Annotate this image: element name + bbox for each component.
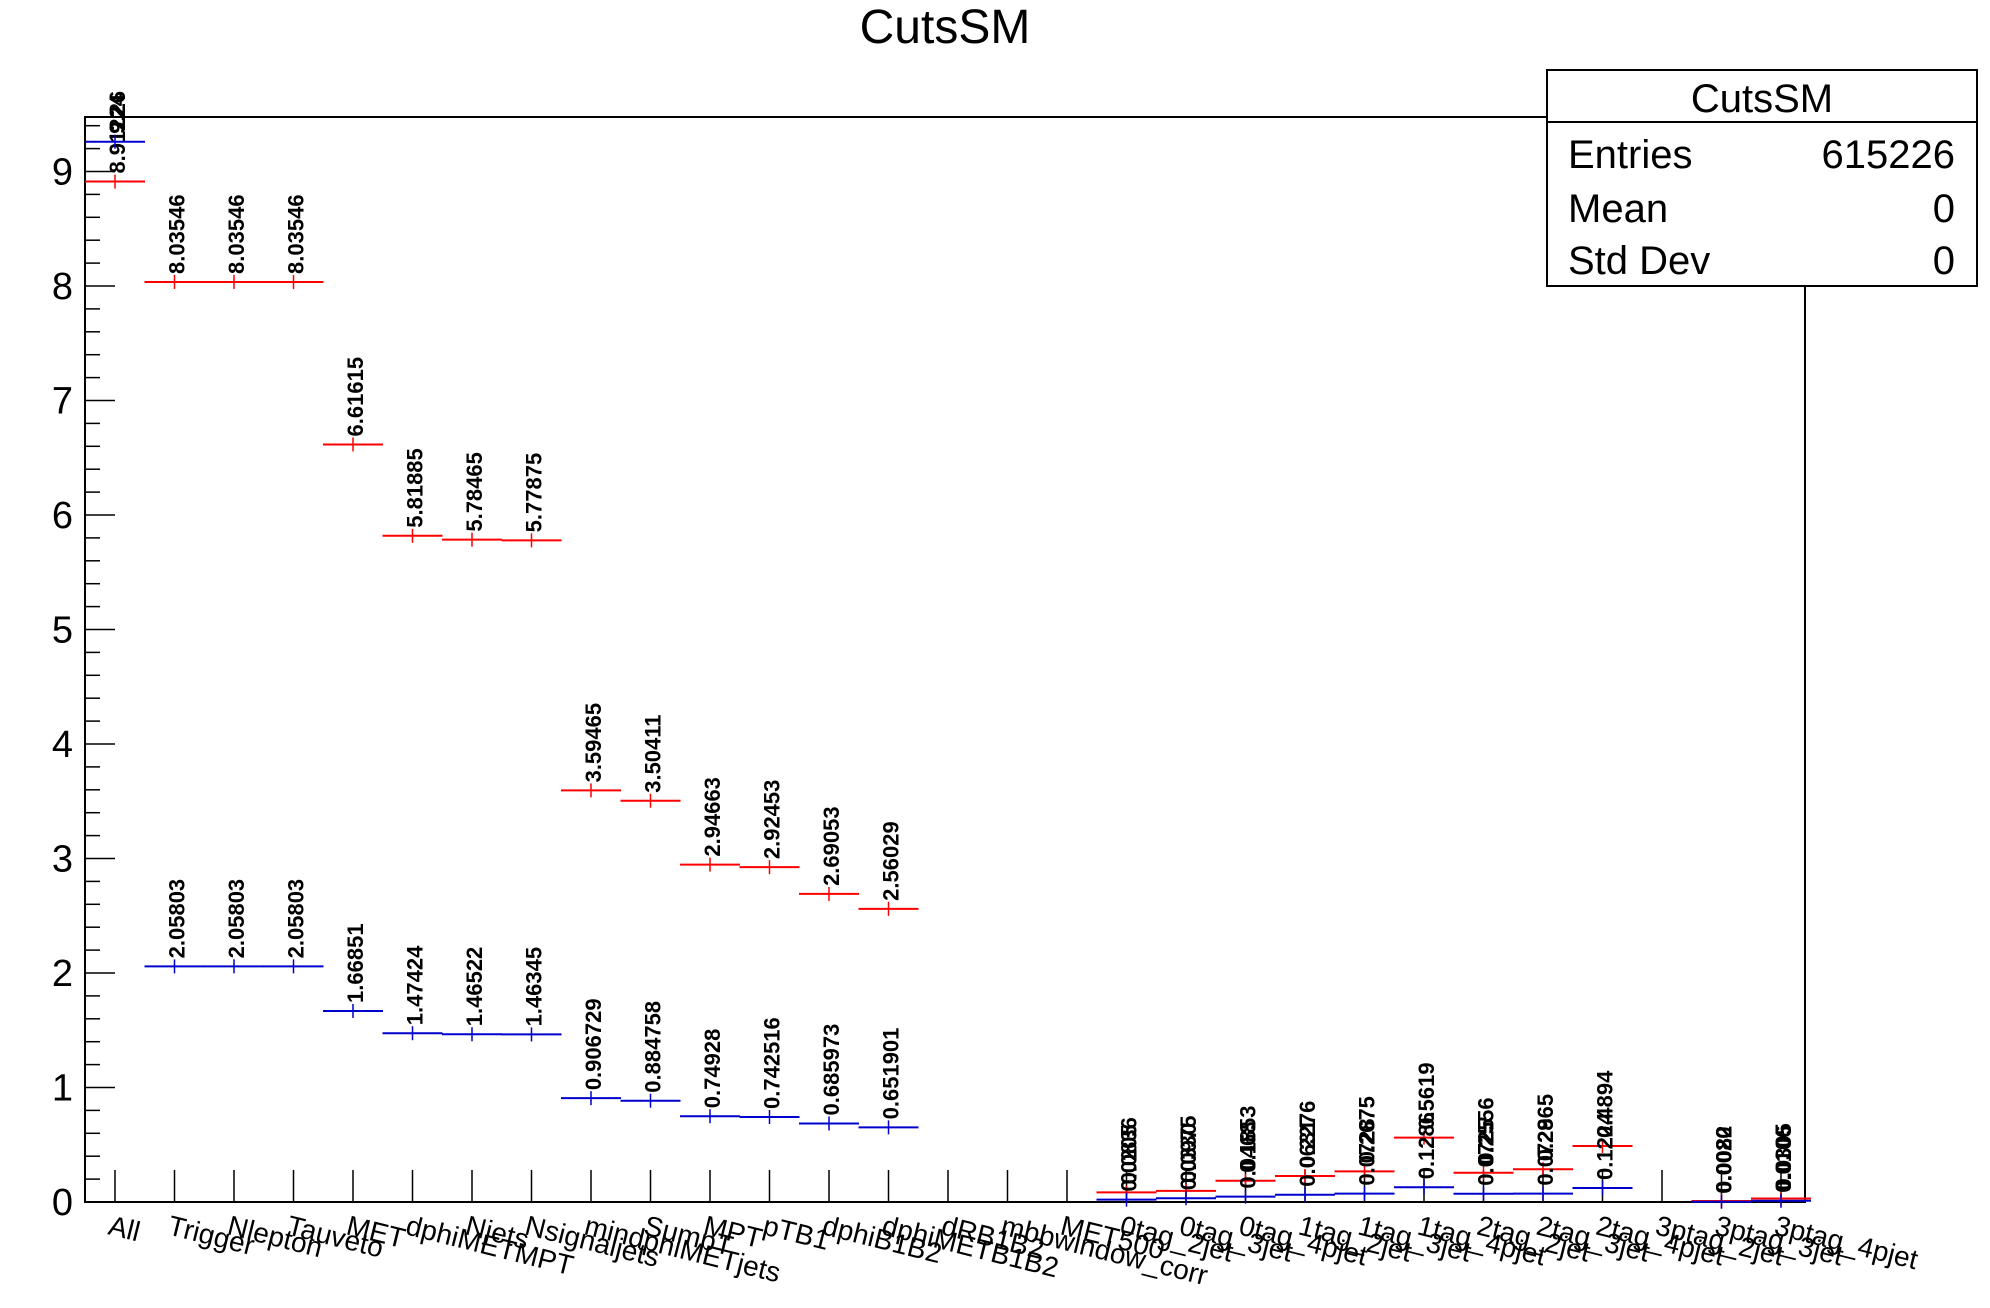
plot-frame bbox=[84, 116, 1806, 1203]
y-tick-label: 2 bbox=[52, 953, 73, 995]
y-tick-label: 0 bbox=[52, 1182, 73, 1224]
stats-mean-value: 0 bbox=[1933, 187, 1955, 231]
data-value-label: 0.0631 bbox=[1295, 1119, 1320, 1186]
y-axis: 0 1 2 3 4 5 6 7 8 9 bbox=[52, 124, 115, 1224]
data-value-label: 0.0728 bbox=[1355, 1118, 1380, 1185]
data-value-label: 1.47424 bbox=[403, 945, 428, 1025]
data-value-label: 1.46345 bbox=[522, 947, 547, 1027]
data-value-label: 0.1286 bbox=[1414, 1112, 1439, 1179]
stats-box: CutsSM Entries 615226 Mean 0 Std Dev 0 bbox=[1546, 69, 1978, 287]
y-tick-label: 1 bbox=[52, 1068, 73, 1110]
data-value-label: 0.742516 bbox=[760, 1017, 785, 1109]
y-tick-label: 8 bbox=[52, 266, 73, 308]
stats-entries-label: Entries bbox=[1568, 133, 1693, 177]
chart-title: CutsSM bbox=[860, 1, 1031, 54]
stats-mean-label: Mean bbox=[1568, 187, 1668, 231]
data-value-label: 0.0975 bbox=[1176, 1116, 1201, 1183]
data-value-label: 2.56029 bbox=[879, 821, 904, 901]
data-value-label: 0.0106 bbox=[1771, 1125, 1796, 1192]
data-value-label: 0.0468 bbox=[1236, 1121, 1261, 1188]
data-value-label: 0.0725 bbox=[1474, 1118, 1499, 1185]
data-value-label: 9.26 bbox=[105, 91, 130, 134]
data-value-label: 0.2675 bbox=[1355, 1096, 1380, 1163]
data-value-label: 0.5619 bbox=[1414, 1062, 1439, 1129]
data-value-label: 0.0330 bbox=[1176, 1123, 1201, 1190]
y-tick-label: 4 bbox=[52, 724, 73, 766]
data-value-label: 0.0020 bbox=[1712, 1126, 1737, 1193]
data-value-label: 6.61615 bbox=[343, 357, 368, 437]
data-value-label: 0.4894 bbox=[1593, 1070, 1618, 1138]
data-value-label: 1.66851 bbox=[343, 923, 368, 1003]
data-value-label: 8.03546 bbox=[165, 194, 190, 274]
stats-stddev-label: Std Dev bbox=[1568, 239, 1710, 283]
data-value-label: 0.0305 bbox=[1771, 1123, 1796, 1190]
data-value-label: 3.50411 bbox=[641, 714, 666, 792]
data-value-label: 0.884758 bbox=[641, 1001, 666, 1093]
y-tick-label: 5 bbox=[52, 610, 73, 652]
data-value-label: 1.46522 bbox=[462, 947, 487, 1027]
data-value-label: 0.2556 bbox=[1474, 1097, 1499, 1164]
data-value-label: 2.05803 bbox=[165, 879, 190, 959]
data-value-label: 0.0082 bbox=[1712, 1126, 1737, 1193]
x-category-label: All bbox=[106, 1210, 144, 1248]
data-value-label: 2.05803 bbox=[284, 879, 309, 959]
y-tick-label: 6 bbox=[52, 495, 73, 537]
data-value-label: 3.59465 bbox=[581, 703, 606, 783]
data-value-label: 5.81885 bbox=[403, 448, 428, 528]
data-value-label: 0.74928 bbox=[700, 1029, 725, 1109]
data-value-label: 2.69053 bbox=[819, 806, 844, 886]
stats-box-frame bbox=[1546, 69, 1978, 287]
data-value-label: 0.2865 bbox=[1533, 1094, 1558, 1161]
data-value-label: 0.0729 bbox=[1533, 1118, 1558, 1185]
y-tick-label: 3 bbox=[52, 839, 73, 881]
data-value-label: 0.685973 bbox=[819, 1024, 844, 1116]
stats-stddev-value: 0 bbox=[1933, 239, 1955, 283]
data-value-label: 2.92453 bbox=[760, 780, 785, 860]
data-value-label: 0.0836 bbox=[1117, 1117, 1142, 1184]
data-value-label: 0.0205 bbox=[1117, 1124, 1142, 1191]
data-value-label: 0.906729 bbox=[581, 998, 606, 1090]
y-tick-label: 9 bbox=[52, 152, 73, 194]
data-value-label: 0.1853 bbox=[1236, 1105, 1261, 1172]
stats-box-title: CutsSM bbox=[1691, 77, 1833, 121]
data-value-label: 5.77875 bbox=[522, 453, 547, 533]
data-value-label: 2.05803 bbox=[224, 879, 249, 959]
y-tick-label: 7 bbox=[52, 381, 73, 423]
data-value-label: 8.03546 bbox=[224, 194, 249, 274]
data-value-label: 2.94663 bbox=[700, 777, 725, 857]
data-value-label: 0.1224 bbox=[1593, 1112, 1618, 1180]
series-layer: 8.91224 8.03546 8.03546 8.03546 6.61615 5.818… bbox=[85, 91, 1811, 1209]
data-value-label: 8.03546 bbox=[284, 194, 309, 274]
data-value-label: 5.78465 bbox=[462, 452, 487, 532]
stats-entries-value: 615226 bbox=[1822, 133, 1955, 177]
data-value-label: 0.651901 bbox=[879, 1028, 904, 1120]
data-value-label: 0.2276 bbox=[1295, 1101, 1320, 1168]
data-value-label: 8.91224 bbox=[105, 93, 130, 173]
